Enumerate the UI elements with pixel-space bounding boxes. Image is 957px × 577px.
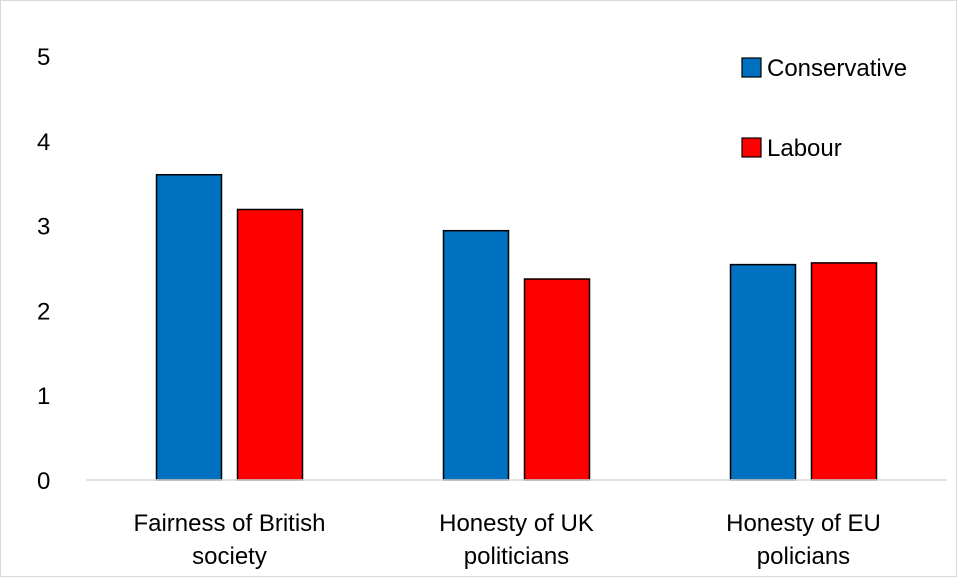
bar-labour-3 — [810, 262, 878, 481]
bar-labour-2 — [523, 278, 591, 481]
bar-conservative-2 — [442, 229, 510, 481]
y-tick-label: 0 — [37, 468, 50, 495]
y-tick-label: 4 — [37, 129, 50, 156]
legend-swatch-conservative — [741, 57, 762, 78]
y-tick-label: 2 — [37, 298, 50, 325]
bar-conservative-1 — [155, 173, 223, 481]
category-label: Honesty of EU policians — [726, 510, 881, 570]
y-tick-label: 3 — [37, 214, 50, 241]
y-tick-label: 5 — [37, 44, 50, 71]
category-label: Honesty of UK politicians — [439, 510, 594, 570]
x-axis-labels: Fairness of British society Honesty of UK p… — [133, 510, 880, 570]
category-label: Fairness of British society — [133, 510, 325, 570]
bars — [155, 173, 878, 481]
bar-labour-1 — [236, 208, 304, 481]
legend-label-labour: Labour — [767, 135, 842, 162]
bar-conservative-3 — [729, 263, 797, 481]
y-tick-label: 1 — [37, 383, 50, 410]
y-axis-ticks: 0 1 2 3 4 5 — [37, 44, 50, 495]
legend-label-conservative: Conservative — [767, 55, 907, 82]
legend: Conservative Labour — [741, 55, 907, 162]
legend-swatch-labour — [741, 137, 762, 158]
